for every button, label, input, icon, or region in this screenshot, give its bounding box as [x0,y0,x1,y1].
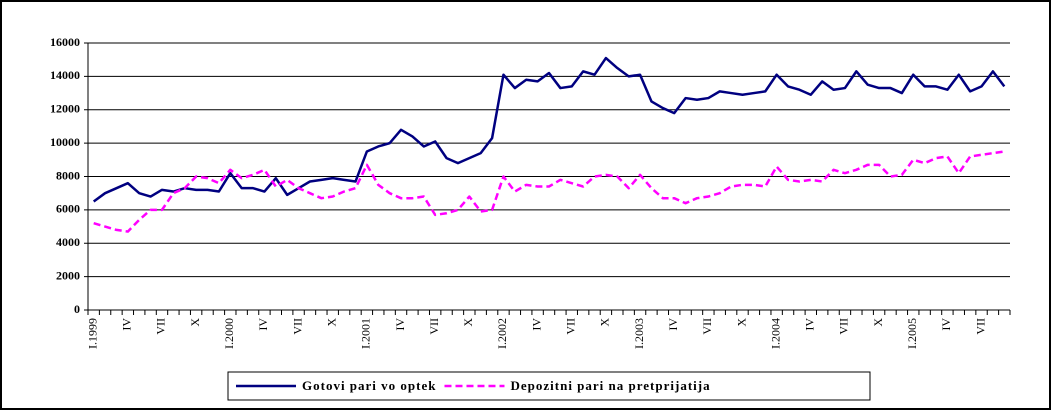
x-tick-label: VII [290,318,304,335]
x-tick-label: I.2003 [632,318,646,349]
x-tick-label: I.1999 [85,318,99,349]
y-tick-label: 16000 [50,35,80,49]
y-tick-label: 14000 [50,68,80,82]
x-tick-label: X [461,318,475,327]
y-tick-label: 6000 [56,202,80,216]
y-tick-label: 10000 [50,135,80,149]
x-tick-label: I.2005 [905,318,919,349]
x-tick-label: IV [529,318,543,331]
y-tick-label: 8000 [56,168,80,182]
series-line [92,56,1006,203]
x-tick-label: X [324,318,338,327]
y-tick-label: 0 [74,302,80,316]
x-tick-label: X [188,318,202,327]
x-tick-label: X [871,318,885,327]
x-tick-label: VII [427,318,441,335]
legend-label: Gotovi pari vo optek [302,378,436,393]
x-tick-label: I.2001 [359,318,373,349]
x-tick-label: X [598,318,612,327]
x-tick-label: VII [837,318,851,335]
x-tick-label: VII [564,318,578,335]
legend: Gotovi pari vo optek Depozitni pari na pr… [227,371,871,401]
legend-box [227,371,871,401]
x-tick-label: IV [803,318,817,331]
x-tick-label: I.2002 [495,318,509,349]
series-line [93,150,1005,233]
x-tick-label: I.2000 [222,318,236,349]
y-tick-label: 2000 [56,268,80,282]
y-tick-label: 12000 [50,102,80,116]
legend-label: Depozitni pari na pretprijatija [510,378,710,393]
x-tick-label: VII [154,318,168,335]
x-tick-label: IV [393,318,407,331]
y-tick-label: 4000 [56,235,80,249]
x-tick-label: I.2004 [768,318,782,349]
x-tick-label: VII [973,318,987,335]
x-tick-label: IV [939,318,953,331]
x-tick-label: VII [700,318,714,335]
x-tick-label: IV [120,318,134,331]
x-tick-label: IV [666,318,680,331]
x-tick-label: IV [256,318,270,331]
x-tick-label: X [734,318,748,327]
